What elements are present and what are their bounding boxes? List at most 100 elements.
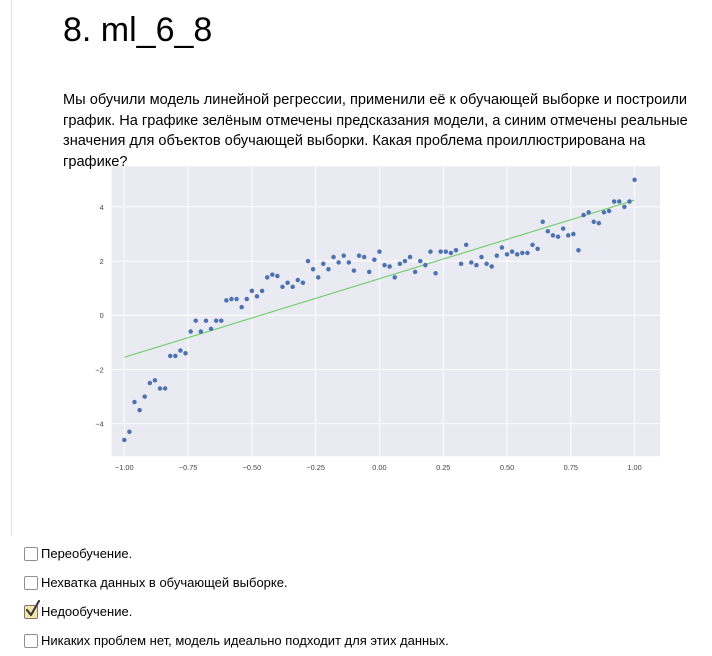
data-point [525, 250, 530, 256]
data-point [213, 318, 219, 323]
x-tick-labels: −1.00 −0.75 −0.50 −0.25 0.00 0.25 0.50 0.75 1.00 [115, 463, 642, 472]
data-point [387, 264, 392, 269]
checkbox-no-problems[interactable] [24, 633, 38, 648]
data-point [224, 298, 229, 303]
data-point [321, 261, 326, 267]
data-point [606, 208, 612, 214]
data-point [229, 296, 234, 302]
x-tick-label: 1.00 [627, 463, 641, 472]
data-point [188, 329, 193, 334]
data-point [300, 280, 306, 286]
data-point [474, 262, 479, 268]
data-point [402, 258, 408, 264]
option-lack-of-data[interactable]: Нехватка данных в обучающей выборке. [24, 568, 704, 597]
checkbox-underfitting[interactable] [24, 599, 41, 619]
y-tick-label: 0 [100, 311, 104, 320]
left-divider [11, 0, 12, 536]
data-point [356, 253, 362, 258]
data-point [361, 254, 367, 260]
data-point [127, 429, 132, 435]
data-point [397, 261, 403, 267]
data-point [137, 407, 142, 413]
data-point [203, 318, 209, 323]
data-point [234, 296, 239, 302]
data-point [167, 353, 173, 359]
data-point [249, 288, 255, 294]
data-point [586, 210, 591, 215]
data-point [576, 248, 581, 253]
x-tick-label: 0.50 [500, 463, 514, 472]
data-point [377, 249, 382, 254]
x-tick-label: −1.00 [115, 463, 134, 472]
data-point [463, 242, 469, 248]
data-point [540, 219, 545, 225]
data-point [305, 258, 311, 264]
data-point [147, 380, 153, 386]
gridlines [111, 166, 661, 457]
data-point [499, 245, 505, 250]
data-point [280, 284, 285, 290]
data-point [617, 199, 622, 204]
checkbox-overfitting[interactable] [24, 546, 38, 561]
data-point [632, 177, 637, 183]
data-point [336, 260, 341, 265]
data-point [627, 199, 632, 204]
checkbox-lack-of-data[interactable] [24, 575, 38, 590]
option-overfitting[interactable]: Переобучение. [24, 539, 704, 568]
x-tick-label: −0.25 [306, 463, 325, 472]
data-point [433, 271, 438, 276]
data-point [315, 275, 321, 280]
option-label: Недообучение. [41, 603, 133, 619]
x-tick-label: 0.25 [436, 463, 450, 472]
data-point [173, 353, 178, 359]
data-point [535, 246, 540, 252]
question-text: Мы обучили модель линейной регрессии, пр… [63, 92, 688, 170]
x-tick-label: 0.00 [372, 463, 386, 472]
data-point [244, 296, 250, 302]
option-label: Никаких проблем нет, модель идеально под… [41, 632, 449, 648]
data-point [142, 394, 147, 399]
data-point [264, 275, 270, 280]
data-point [530, 242, 535, 248]
data-point [550, 233, 556, 238]
data-point [295, 277, 301, 283]
fit-line-layer [124, 199, 635, 358]
data-point [514, 252, 520, 257]
data-point [611, 199, 617, 204]
data-point [484, 261, 489, 267]
data-point [489, 264, 494, 269]
data-point [392, 275, 398, 280]
data-point [428, 249, 433, 254]
data-point [178, 348, 183, 353]
data-point [198, 329, 204, 334]
question-title: 8. ml_6_8 [63, 11, 213, 49]
data-point [270, 272, 275, 277]
data-point [509, 249, 515, 254]
option-underfitting[interactable]: Недообучение. [24, 597, 704, 626]
y-tick-label: 2 [100, 257, 104, 266]
y-tick-label: 4 [100, 203, 104, 212]
data-point [346, 260, 352, 265]
data-point [366, 269, 372, 275]
y-tick-label: −2 [95, 365, 103, 374]
data-point [448, 250, 454, 256]
data-point [469, 260, 474, 265]
data-point [254, 294, 260, 299]
data-point [504, 252, 510, 257]
data-point [418, 258, 423, 264]
data-point [208, 326, 214, 332]
data-point [453, 248, 459, 253]
x-tick-label: −0.75 [179, 463, 198, 472]
data-point [162, 386, 168, 391]
option-label: Переобучение. [41, 545, 133, 561]
data-point [494, 253, 500, 258]
data-point [520, 250, 525, 256]
data-point [407, 254, 413, 260]
data-point [591, 219, 597, 225]
data-point [285, 280, 290, 286]
data-point [443, 249, 449, 254]
option-no-problems[interactable]: Никаких проблем нет, модель идеально под… [24, 626, 704, 655]
data-point [596, 220, 602, 226]
data-point [601, 210, 607, 215]
check-mark-icon [25, 599, 41, 616]
